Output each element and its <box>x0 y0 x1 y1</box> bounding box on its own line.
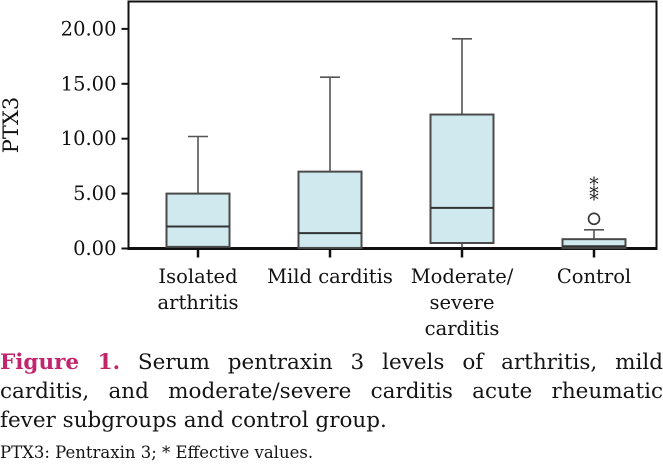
extreme-asterisk-control: * <box>589 174 599 196</box>
y-tick-label: 10.00 <box>61 127 117 150</box>
x-tick-label-control: Control <box>557 265 631 288</box>
y-tick-label: 20.00 <box>61 17 117 40</box>
y-axis-title: PTX3 <box>0 97 23 153</box>
x-tick-label-moderate-severe-carditis: Moderate/severe carditis <box>411 265 514 340</box>
outlier-circle-control <box>587 212 601 226</box>
x-tick-label-isolated-arthritis: Isolated arthritis <box>158 265 239 314</box>
box-isolated-arthritis <box>165 192 231 248</box>
boxplot-svg: 0.00 5.00 10.00 15.00 20.00 PTX3 Isolated arthr… <box>0 0 658 340</box>
box-moderate-severe-carditis <box>429 113 495 245</box>
x-tick-label-mild-carditis: Mild carditis <box>267 265 393 288</box>
figure-caption: Figure 1. Serum pentraxin 3 levels of ar… <box>0 348 663 435</box>
y-tick-label: 5.00 <box>73 182 116 205</box>
figure-caption-text: Serum pentraxin 3 levels of arthritis, m… <box>0 350 663 433</box>
extreme-asterisk-control: * <box>589 183 599 205</box>
y-tick-label: 15.00 <box>61 72 117 95</box>
figure-caption-label: Figure 1. <box>0 350 121 375</box>
box-mild-carditis <box>297 170 363 249</box>
boxplot-chart: 0.00 5.00 10.00 15.00 20.00 PTX3 Isolated arthr… <box>0 0 658 340</box>
figure-footnote: PTX3: Pentraxin 3; * Effective values. <box>0 443 314 462</box>
extreme-asterisk-control: * <box>589 189 599 211</box>
y-tick-label: 0.00 <box>73 237 116 260</box>
box-control <box>561 238 627 249</box>
